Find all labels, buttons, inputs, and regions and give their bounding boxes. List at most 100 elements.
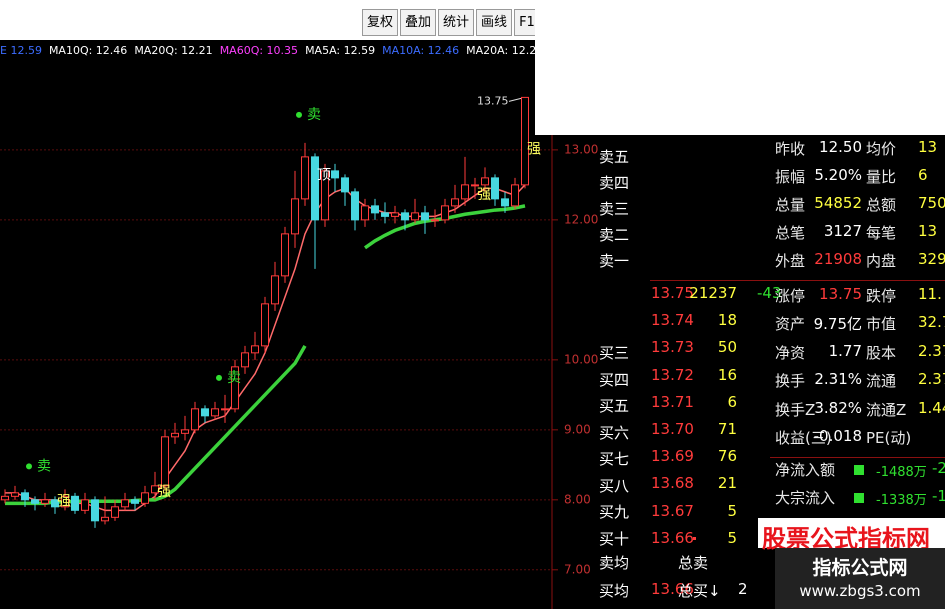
buy-label: 买五	[599, 397, 630, 415]
stat-value: 3127	[823, 222, 862, 240]
candle-body	[221, 408, 229, 411]
ma-label: MA20Q: 12.21	[134, 44, 213, 57]
candle-body	[111, 506, 119, 518]
flow-value: -1338万	[876, 493, 927, 508]
candle-body	[331, 170, 339, 179]
stat-value: 12.50	[819, 138, 862, 156]
stat-value: 2.31%	[814, 370, 862, 389]
candle-body	[291, 198, 299, 235]
sell-label: 卖三	[599, 200, 630, 218]
candle-body	[91, 499, 99, 522]
flow-extra: -1	[932, 487, 945, 505]
watermark-box: 指标公式网 www.zbgs3.com	[775, 548, 945, 609]
candle-body	[191, 408, 199, 431]
stat-label: 量比	[866, 168, 897, 186]
stat-row: 总笔 3127 每笔 13	[772, 222, 945, 248]
flow-row: 净流入额 -1488万 -2	[772, 459, 945, 485]
signal-label: 卖	[37, 458, 51, 474]
depth-volume: 5	[727, 501, 737, 520]
candle-body	[521, 96, 529, 186]
stat-label: 换手Z	[775, 400, 816, 419]
depth-price: 13.73	[651, 338, 694, 357]
candle-body	[11, 492, 19, 497]
stat-label: PE(动)	[866, 429, 912, 447]
candle-body	[141, 492, 149, 504]
depth-volume: 21	[717, 474, 737, 493]
toolbar-button[interactable]: 叠加	[400, 9, 437, 36]
toolbar-button[interactable]: 画线	[476, 9, 513, 36]
stat-value: -0.018	[813, 427, 862, 445]
stat-value: 13.75	[819, 285, 862, 303]
sell-label: 卖四	[599, 174, 630, 192]
toolbar: 复权叠加统计画线F10标记	[362, 9, 535, 36]
toolbar-button[interactable]: F10	[514, 9, 535, 36]
flow-row: 大宗流入 -1338万 -1	[772, 487, 945, 513]
candle-body	[381, 212, 389, 217]
depth-price: 13.67	[651, 501, 694, 520]
stat-label: 昨收	[775, 140, 806, 158]
candle-body	[261, 303, 269, 347]
sell-label: 卖一	[599, 252, 630, 270]
signal-label: 强	[57, 493, 71, 509]
signal-label: 顶	[317, 167, 331, 183]
max-arrow	[508, 97, 522, 102]
candle-body	[51, 499, 59, 508]
signal-dot	[296, 111, 302, 118]
candle-body	[81, 499, 89, 511]
y-tick-label: 7.00	[564, 562, 591, 576]
candle-body	[431, 219, 439, 222]
buy-label: 买八	[599, 476, 630, 495]
toolbar-button[interactable]: 统计	[438, 9, 475, 36]
flow-extra: -2	[932, 459, 945, 477]
flow-marker	[854, 493, 864, 503]
toolbar-button[interactable]: 复权	[362, 9, 399, 36]
flow-label: 大宗流入	[775, 489, 836, 507]
y-tick-label: 10.00	[564, 352, 598, 366]
buy-total-value: 2	[738, 580, 748, 598]
separator	[650, 280, 945, 281]
stat-value: 13	[918, 138, 938, 156]
candle-body	[371, 205, 379, 214]
stat-value: 7501	[918, 194, 945, 212]
depth-volume: 18	[717, 311, 737, 330]
buy-avg-value: 13.66	[651, 580, 694, 598]
candle-body	[181, 429, 189, 434]
candle-body	[361, 205, 369, 221]
candle-body	[71, 495, 79, 511]
candle-body	[41, 499, 49, 504]
flow-value: -1488万	[876, 465, 927, 480]
sell-label: 卖二	[599, 226, 630, 244]
candle-body	[511, 184, 519, 207]
buy-label: 买四	[599, 370, 630, 389]
buy-label: 买六	[599, 423, 630, 442]
candle-body	[401, 212, 409, 221]
stat-value: 9.75亿	[813, 315, 862, 334]
depth-price: 13.71	[651, 392, 694, 411]
candle-body	[501, 198, 509, 207]
sell-total: 总卖	[678, 554, 709, 572]
candle-body	[201, 408, 209, 417]
depth-dot	[693, 536, 696, 540]
stat-label: 收益(三)	[775, 429, 832, 447]
stat-label: 振幅	[775, 168, 806, 186]
candle-body	[31, 499, 39, 504]
stat-label: 流通	[866, 372, 897, 391]
candle-body	[411, 212, 419, 221]
depth-volume: 5	[727, 528, 737, 547]
stat-label: 涨停	[775, 287, 806, 305]
stat-row: 振幅 5.20% 量比 6	[772, 166, 945, 192]
depth-price: 13.70	[651, 420, 694, 438]
y-tick-label: 8.00	[564, 492, 591, 506]
stat-value: 6	[918, 166, 928, 184]
signal-label: 强	[157, 484, 171, 500]
y-tick-label: 12.00	[564, 212, 598, 226]
candle-body	[341, 177, 349, 193]
depth-price: 13.75	[651, 284, 694, 302]
stat-value: 11.	[918, 285, 942, 303]
stat-label: 总额	[866, 196, 897, 214]
signal-dot	[26, 463, 32, 470]
